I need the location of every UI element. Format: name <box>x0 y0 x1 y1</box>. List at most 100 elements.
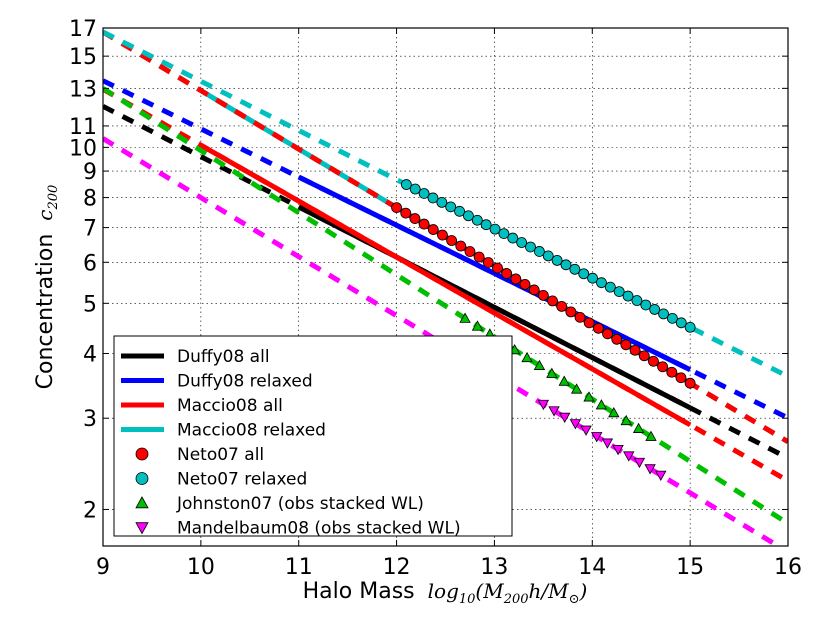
series-solid-line <box>297 174 692 372</box>
series-point <box>583 391 595 402</box>
legend-label: Mandelbaum08 (obs stacked WL) <box>177 519 461 539</box>
x-tick-label: 14 <box>578 555 606 580</box>
series-point <box>569 263 581 275</box>
legend-label: Maccio08 relaxed <box>177 421 326 441</box>
series-point <box>675 317 687 329</box>
legend-item-3: Maccio08 all <box>121 396 283 416</box>
x-tick-label: 10 <box>187 555 215 580</box>
series-point <box>455 240 467 252</box>
legend: Duffy08 all Duffy08 relaxed Maccio08 all Ma… <box>113 335 513 539</box>
legend-item-6: Neto07 relaxed <box>135 470 307 490</box>
series-point <box>391 202 402 214</box>
legend-label: Duffy08 relaxed <box>177 372 313 392</box>
series-point <box>645 430 657 441</box>
series-point <box>473 251 485 263</box>
series-point <box>464 246 476 257</box>
legend-label: Neto07 relaxed <box>177 470 307 490</box>
plot-frame <box>102 27 789 547</box>
series-point <box>525 241 536 253</box>
series-point <box>528 284 540 296</box>
series-point <box>533 246 545 257</box>
series-point <box>501 268 513 279</box>
series-point <box>667 312 678 324</box>
series-point <box>608 407 620 418</box>
series-point <box>533 359 546 370</box>
legend-item-2: Duffy08 relaxed <box>121 372 313 392</box>
series-point <box>633 457 646 469</box>
legend-label: Maccio08 all <box>177 396 283 416</box>
x-tick-label: 13 <box>480 555 508 580</box>
y-axis-label: Concentration c200 <box>33 185 61 390</box>
y-tick-label: 3 <box>83 407 97 432</box>
series-point <box>521 351 533 363</box>
series-point <box>560 259 572 271</box>
series-point <box>565 306 577 318</box>
legend-marker <box>135 496 149 509</box>
legend-marker <box>135 447 149 461</box>
legend-item-4: Maccio08 relaxed <box>121 421 326 441</box>
series-point <box>684 321 696 333</box>
series-point <box>489 223 501 235</box>
legend-label: Johnston07 (obs stacked WL) <box>176 494 424 514</box>
series-point <box>519 279 531 290</box>
data-series <box>103 29 788 546</box>
y-tick-label: 9 <box>83 160 97 185</box>
series-point <box>632 422 645 433</box>
x-tick-label: 16 <box>774 555 802 580</box>
series-point <box>574 311 586 323</box>
y-axis-label-math: c200 <box>33 185 61 221</box>
legend-item-1: Duffy08 all <box>121 347 270 367</box>
series-point <box>638 350 650 362</box>
series-point <box>620 414 632 426</box>
series-point <box>640 299 652 311</box>
series-point <box>542 250 554 262</box>
series-point <box>516 237 528 248</box>
series-point <box>666 366 678 378</box>
series-point <box>649 304 661 315</box>
legend-label: Duffy08 all <box>177 347 270 367</box>
series-solid-line <box>199 142 692 428</box>
series-point <box>418 188 430 199</box>
series-dashed-line <box>103 86 788 526</box>
series-point <box>482 257 494 268</box>
y-tick-label: 4 <box>83 343 97 368</box>
series-point <box>604 281 616 293</box>
legend-marker <box>135 522 149 535</box>
legend-label: Neto07 all <box>177 445 264 465</box>
series-point <box>409 183 421 195</box>
x-axis-label: Halo Mass log10(M200h/M⊙) <box>303 579 588 607</box>
series-point <box>463 210 474 222</box>
y-tick-label: 7 <box>83 217 97 242</box>
legend-marker <box>135 472 149 485</box>
legend-item-8: Mandelbaum08 (obs stacked WL) <box>135 519 461 539</box>
series-point <box>418 218 430 230</box>
series-point <box>548 406 560 417</box>
x-tick-label: 9 <box>96 555 110 580</box>
series-point <box>648 355 659 367</box>
series-point <box>675 372 687 384</box>
series-point <box>446 235 458 246</box>
series-point <box>587 272 598 284</box>
series-point <box>595 399 608 410</box>
series-point <box>537 290 549 301</box>
series-point <box>507 232 519 244</box>
series-point <box>551 254 563 266</box>
series-point <box>629 344 641 356</box>
series-point <box>436 196 448 208</box>
series-point <box>658 308 669 320</box>
series-point <box>427 224 439 235</box>
series-point <box>569 419 582 430</box>
series-point <box>578 268 590 280</box>
series-point <box>547 295 558 307</box>
series-2 <box>103 78 788 421</box>
series-point <box>613 286 625 297</box>
y-axis-label-text: Concentration <box>33 234 58 390</box>
y-tick-label: 10 <box>69 136 97 161</box>
series-point <box>602 328 613 340</box>
series-point <box>510 273 522 285</box>
y-tick-label: 17 <box>69 17 97 42</box>
x-tick-label: 11 <box>285 555 313 580</box>
y-tick-label: 11 <box>69 115 97 140</box>
series-point <box>580 425 592 436</box>
